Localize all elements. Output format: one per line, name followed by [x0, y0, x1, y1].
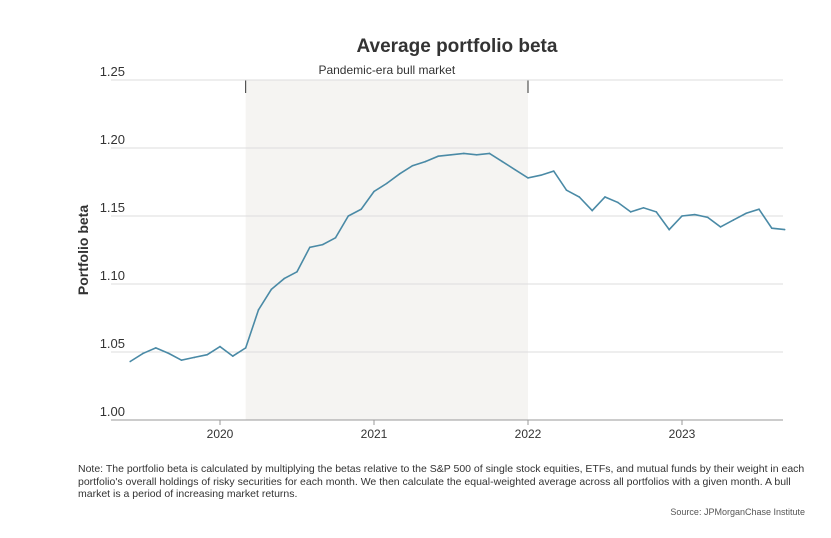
data-point [180, 359, 183, 361]
data-point [244, 347, 247, 349]
data-point [142, 352, 144, 355]
data-point [398, 173, 401, 175]
data-point [706, 216, 709, 219]
data-point [450, 154, 452, 156]
data-point [386, 182, 388, 185]
chart-note: Note: The portfolio beta is calculated b… [78, 463, 805, 500]
data-point [296, 270, 298, 273]
data-point [514, 168, 516, 171]
data-point [629, 211, 632, 213]
data-point [527, 177, 529, 179]
y-tick-label: 1.20 [100, 132, 125, 147]
data-point [745, 212, 747, 215]
data-point [219, 345, 221, 348]
data-point [668, 228, 670, 231]
y-tick-label: 1.00 [100, 404, 125, 419]
line-chart: Average portfolio beta Portfolio beta Pa… [75, 36, 786, 441]
data-point [167, 352, 170, 355]
data-point [719, 226, 722, 228]
x-tick-label: 2023 [669, 427, 696, 441]
y-tick-label: 1.25 [100, 64, 125, 79]
data-point [617, 201, 619, 204]
y-axis-label: Portfolio beta [75, 205, 91, 295]
x-tick-label: 2021 [361, 427, 388, 441]
data-point [552, 170, 555, 172]
data-point [694, 213, 696, 216]
data-point [783, 228, 786, 231]
data-point [437, 155, 439, 157]
data-point [565, 189, 568, 191]
y-tick-label: 1.05 [100, 336, 125, 351]
data-point [771, 227, 773, 230]
data-point [347, 215, 350, 217]
x-tick-label: 2020 [207, 427, 234, 441]
data-point [501, 160, 504, 163]
data-point [334, 236, 337, 239]
data-point [411, 164, 414, 167]
data-point [463, 152, 465, 155]
data-point [424, 160, 427, 163]
data-point [732, 219, 735, 221]
data-point [681, 215, 683, 217]
data-point [373, 190, 375, 193]
data-point [309, 246, 311, 249]
source-text: Source: JPMorganChase Institute [670, 507, 805, 517]
data-point [475, 154, 478, 156]
data-point [488, 152, 491, 155]
data-point [283, 277, 285, 280]
data-point [578, 196, 581, 198]
data-point [591, 209, 593, 212]
annotation-label: Pandemic-era bull market [318, 63, 455, 77]
data-point [193, 356, 196, 359]
data-point [270, 288, 273, 291]
chart-title: Average portfolio beta [357, 36, 558, 57]
x-tick-label: 2022 [515, 427, 542, 441]
series-line [129, 152, 785, 363]
y-tick-label: 1.15 [100, 200, 125, 215]
data-point [360, 208, 362, 210]
data-point [129, 360, 131, 363]
y-tick-label: 1.10 [100, 268, 125, 283]
data-point [642, 207, 645, 209]
data-point [155, 347, 157, 349]
data-point [655, 211, 658, 213]
data-point [540, 174, 542, 176]
data-point [257, 309, 260, 311]
data-point [321, 243, 324, 246]
data-point [206, 353, 208, 356]
data-point [232, 355, 234, 357]
data-point [604, 196, 606, 198]
shaded-region [245, 80, 528, 420]
data-point [758, 208, 760, 210]
